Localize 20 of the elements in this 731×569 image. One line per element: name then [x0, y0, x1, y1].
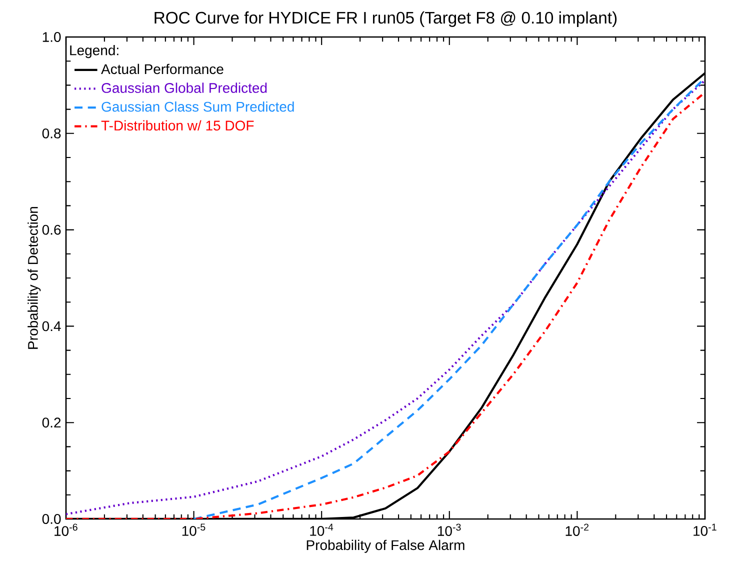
x-tick-label: 10$^{-2}$ [566, 524, 589, 536]
chart-title: ROC Curve for HYDICE FR I run05 (Target F8 @ 0.10 implant) [154, 11, 617, 27]
y-tick-label: 0.8 [42, 128, 61, 138]
legend-label: Gaussian Class Sum Predicted [102, 101, 294, 112]
legend-label: Actual Performance [101, 64, 224, 74]
legend-label: Gaussian Global Predicted [102, 82, 267, 93]
x-tick-label: 10$^{-1}$ [694, 524, 716, 536]
y-tick-label: 1.0 [42, 32, 61, 42]
x-tick-label: 10$^{-5}$ [182, 524, 206, 536]
x-tick-label: 10$^{-6}$ [54, 524, 78, 536]
legend-title: Legend: [70, 45, 118, 58]
legend-label: T-Distribution w/ 15 DOF [101, 120, 254, 131]
y-tick-label: 0.0 [42, 514, 61, 524]
y-tick-label: 0.4 [42, 321, 61, 332]
x-tick-label: 10$^{-3}$ [438, 524, 461, 536]
y-tick-label: 0.6 [42, 224, 61, 235]
x-tick-label: 10$^{-4}$ [310, 524, 334, 536]
y-axis-title: Probability of Detection [28, 206, 41, 349]
x-axis-title: Probability of False Alarm [306, 540, 464, 553]
y-tick-label: 0.2 [42, 418, 61, 428]
